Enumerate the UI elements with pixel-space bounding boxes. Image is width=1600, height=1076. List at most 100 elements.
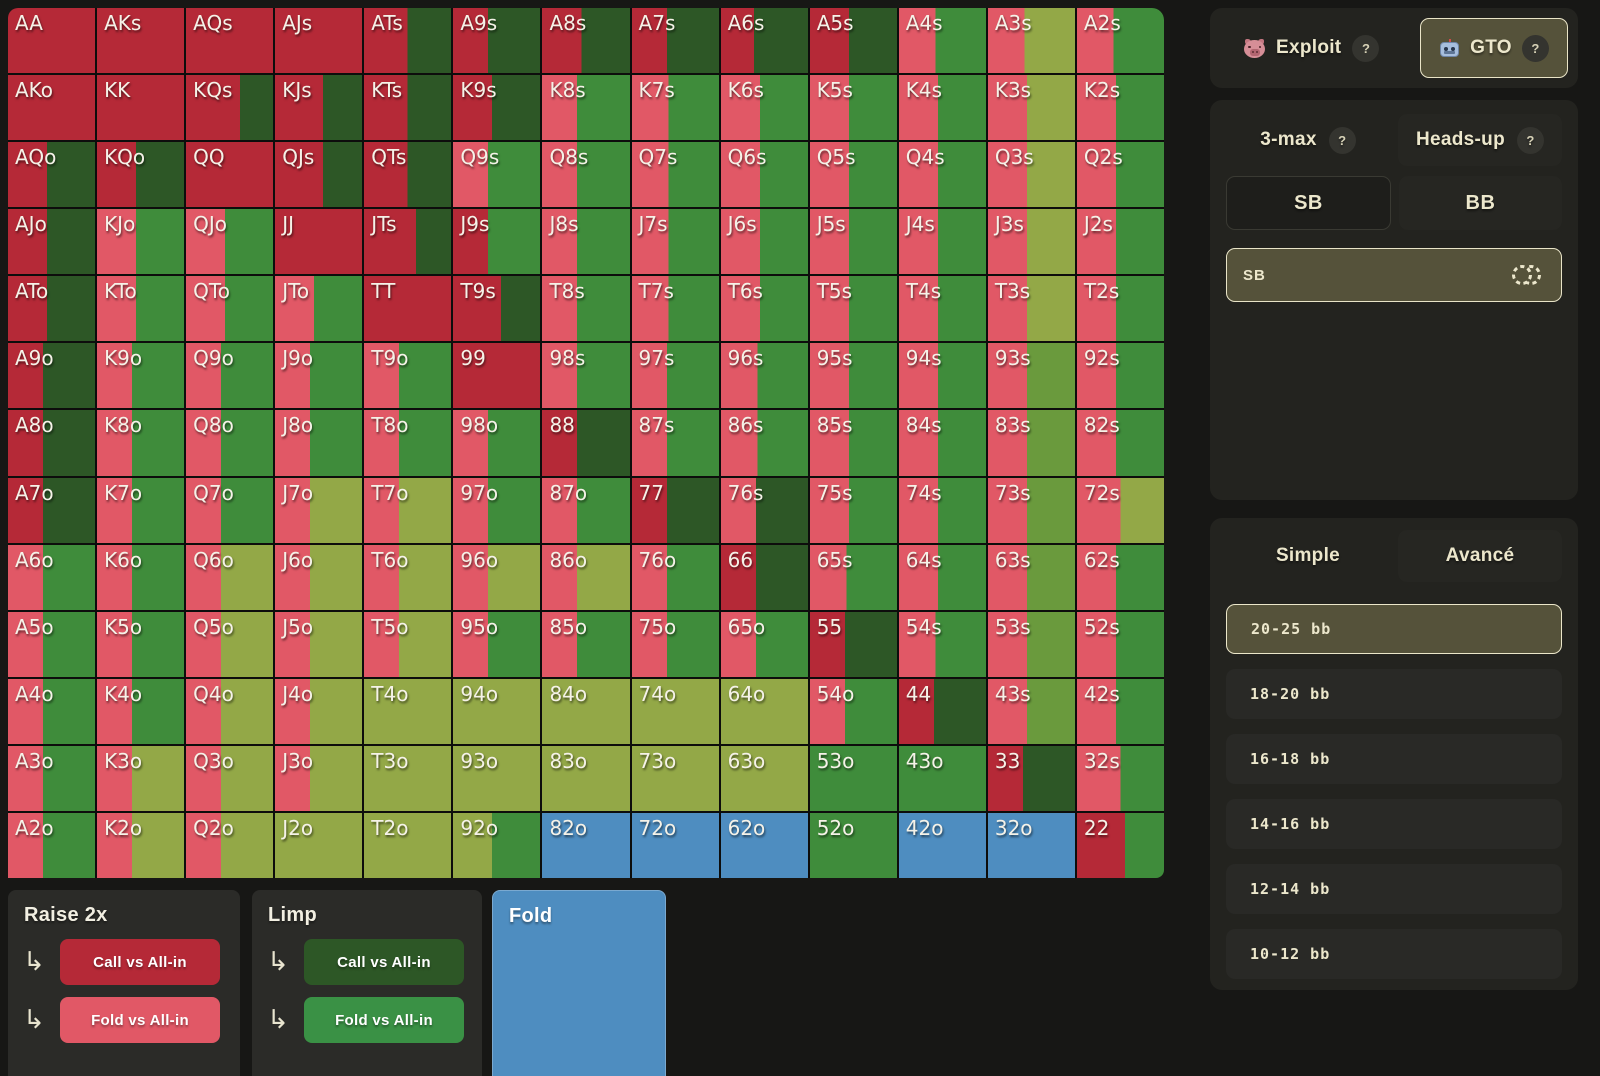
hand-cell-K2s[interactable]: K2s xyxy=(1076,75,1164,141)
hand-cell-A8o[interactable]: A8o xyxy=(8,410,96,476)
hand-cell-82s[interactable]: 82s xyxy=(1076,410,1164,476)
hand-cell-85o[interactable]: 85o xyxy=(542,611,630,677)
hand-cell-Q2s[interactable]: Q2s xyxy=(1076,142,1164,208)
hand-cell-A9o[interactable]: A9o xyxy=(8,343,96,409)
hand-cell-96o[interactable]: 96o xyxy=(453,544,541,610)
hand-cell-Q8o[interactable]: Q8o xyxy=(186,410,274,476)
hand-cell-QJs[interactable]: QJs xyxy=(275,142,363,208)
hand-cell-73o[interactable]: 73o xyxy=(631,745,719,811)
stack-size-option-10-12-bb[interactable]: 10-12 bb xyxy=(1226,929,1562,979)
hand-cell-84o[interactable]: 84o xyxy=(542,678,630,744)
hand-cell-Q6s[interactable]: Q6s xyxy=(720,142,808,208)
hand-cell-Q9s[interactable]: Q9s xyxy=(453,142,541,208)
hand-cell-J9s[interactable]: J9s xyxy=(453,209,541,275)
hand-cell-ATo[interactable]: ATo xyxy=(8,276,96,342)
hand-cell-54o[interactable]: 54o xyxy=(809,678,897,744)
hand-cell-Q4s[interactable]: Q4s xyxy=(898,142,986,208)
hand-cell-A7o[interactable]: A7o xyxy=(8,477,96,543)
hand-cell-Q9o[interactable]: Q9o xyxy=(186,343,274,409)
hand-cell-KJs[interactable]: KJs xyxy=(275,75,363,141)
hand-cell-A5o[interactable]: A5o xyxy=(8,611,96,677)
hand-cell-99[interactable]: 99 xyxy=(453,343,541,409)
hand-cell-44[interactable]: 44 xyxy=(898,678,986,744)
hand-cell-AJs[interactable]: AJs xyxy=(275,8,363,74)
hand-cell-K4o[interactable]: K4o xyxy=(97,678,185,744)
hand-cell-88[interactable]: 88 xyxy=(542,410,630,476)
hand-cell-Q5o[interactable]: Q5o xyxy=(186,611,274,677)
hand-cell-AKo[interactable]: AKo xyxy=(8,75,96,141)
hand-cell-J2s[interactable]: J2s xyxy=(1076,209,1164,275)
gto-mode-button[interactable]: GTO ? xyxy=(1420,18,1568,78)
hand-cell-J4o[interactable]: J4o xyxy=(275,678,363,744)
hand-cell-97s[interactable]: 97s xyxy=(631,343,719,409)
stack-size-option-14-16-bb[interactable]: 14-16 bb xyxy=(1226,799,1562,849)
hand-cell-T7s[interactable]: T7s xyxy=(631,276,719,342)
hand-cell-83s[interactable]: 83s xyxy=(987,410,1075,476)
hand-cell-A2o[interactable]: A2o xyxy=(8,812,96,878)
hand-cell-J9o[interactable]: J9o xyxy=(275,343,363,409)
hand-cell-A8s[interactable]: A8s xyxy=(542,8,630,74)
tab-position-bb[interactable]: BB xyxy=(1399,176,1562,230)
hand-cell-A3s[interactable]: A3s xyxy=(987,8,1075,74)
hand-cell-92s[interactable]: 92s xyxy=(1076,343,1164,409)
hand-cell-K6o[interactable]: K6o xyxy=(97,544,185,610)
hand-cell-94o[interactable]: 94o xyxy=(453,678,541,744)
hand-cell-QJo[interactable]: QJo xyxy=(186,209,274,275)
hand-cell-73s[interactable]: 73s xyxy=(987,477,1075,543)
hand-cell-64s[interactable]: 64s xyxy=(898,544,986,610)
hand-cell-63o[interactable]: 63o xyxy=(720,745,808,811)
hand-cell-T8s[interactable]: T8s xyxy=(542,276,630,342)
hand-cell-KTs[interactable]: KTs xyxy=(364,75,452,141)
hand-cell-85s[interactable]: 85s xyxy=(809,410,897,476)
tab-avance[interactable]: Avancé xyxy=(1398,530,1562,582)
hand-cell-66[interactable]: 66 xyxy=(720,544,808,610)
hand-cell-T5o[interactable]: T5o xyxy=(364,611,452,677)
hand-cell-96s[interactable]: 96s xyxy=(720,343,808,409)
stack-size-option-18-20-bb[interactable]: 18-20 bb xyxy=(1226,669,1562,719)
hand-cell-J6s[interactable]: J6s xyxy=(720,209,808,275)
hand-cell-53s[interactable]: 53s xyxy=(987,611,1075,677)
hand-cell-95o[interactable]: 95o xyxy=(453,611,541,677)
hand-cell-33[interactable]: 33 xyxy=(987,745,1075,811)
hand-cell-74o[interactable]: 74o xyxy=(631,678,719,744)
hand-cell-92o[interactable]: 92o xyxy=(453,812,541,878)
hand-cell-A4s[interactable]: A4s xyxy=(898,8,986,74)
hand-cell-K5s[interactable]: K5s xyxy=(809,75,897,141)
hand-cell-J7o[interactable]: J7o xyxy=(275,477,363,543)
hand-cell-Q2o[interactable]: Q2o xyxy=(186,812,274,878)
hand-cell-Q4o[interactable]: Q4o xyxy=(186,678,274,744)
hand-cell-52s[interactable]: 52s xyxy=(1076,611,1164,677)
hand-cell-K3o[interactable]: K3o xyxy=(97,745,185,811)
hand-cell-AQo[interactable]: AQo xyxy=(8,142,96,208)
hand-cell-Q3s[interactable]: Q3s xyxy=(987,142,1075,208)
stack-size-option-12-14-bb[interactable]: 12-14 bb xyxy=(1226,864,1562,914)
hand-cell-93o[interactable]: 93o xyxy=(453,745,541,811)
hand-cell-72o[interactable]: 72o xyxy=(631,812,719,878)
hand-cell-J3s[interactable]: J3s xyxy=(987,209,1075,275)
hand-cell-86o[interactable]: 86o xyxy=(542,544,630,610)
hand-cell-A2s[interactable]: A2s xyxy=(1076,8,1164,74)
hand-cell-T8o[interactable]: T8o xyxy=(364,410,452,476)
hand-cell-T9s[interactable]: T9s xyxy=(453,276,541,342)
hand-cell-62s[interactable]: 62s xyxy=(1076,544,1164,610)
hand-cell-A6o[interactable]: A6o xyxy=(8,544,96,610)
hand-cell-J3o[interactable]: J3o xyxy=(275,745,363,811)
hand-cell-T9o[interactable]: T9o xyxy=(364,343,452,409)
raise-call-vs-allin-button[interactable]: Call vs All-in xyxy=(60,939,220,985)
hand-cell-76s[interactable]: 76s xyxy=(720,477,808,543)
hand-cell-K9o[interactable]: K9o xyxy=(97,343,185,409)
hand-cell-54s[interactable]: 54s xyxy=(898,611,986,677)
hand-cell-55[interactable]: 55 xyxy=(809,611,897,677)
3max-help-button[interactable]: ? xyxy=(1328,126,1356,154)
hand-cell-53o[interactable]: 53o xyxy=(809,745,897,811)
tab-3max[interactable]: 3-max ? xyxy=(1226,114,1390,166)
hand-cell-JTs[interactable]: JTs xyxy=(364,209,452,275)
hand-cell-43o[interactable]: 43o xyxy=(898,745,986,811)
hand-cell-K2o[interactable]: K2o xyxy=(97,812,185,878)
hand-cell-32s[interactable]: 32s xyxy=(1076,745,1164,811)
hand-cell-AQs[interactable]: AQs xyxy=(186,8,274,74)
hand-cell-T4o[interactable]: T4o xyxy=(364,678,452,744)
hand-cell-Q8s[interactable]: Q8s xyxy=(542,142,630,208)
hand-cell-A3o[interactable]: A3o xyxy=(8,745,96,811)
exploit-help-button[interactable]: ? xyxy=(1352,34,1380,62)
